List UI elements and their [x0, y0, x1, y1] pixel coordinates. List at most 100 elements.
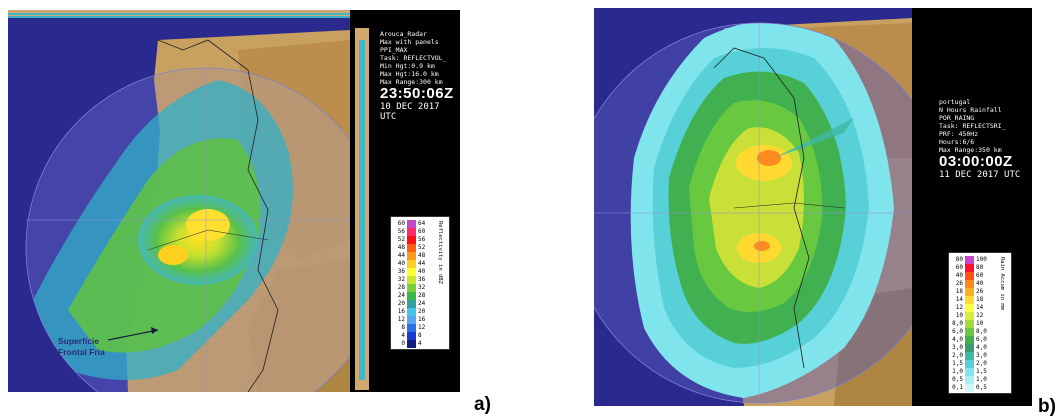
- legend-row: 40 60: [949, 272, 1011, 280]
- legend-row: 8,0 10: [949, 320, 1011, 328]
- info-box-b: portugal N Hours Rainfall POR_RAING Task…: [939, 98, 1031, 180]
- legend-swatch: [407, 220, 416, 228]
- info-box-a: Arouca_Radar Max with panels PPI_MAX Tas…: [380, 30, 460, 122]
- legend-swatch: [407, 284, 416, 292]
- legend-value-left: 0: [401, 340, 405, 347]
- legend-swatch: [965, 280, 974, 288]
- legend-row: 26 40: [949, 280, 1011, 288]
- radar-name: portugal: [939, 98, 971, 106]
- product-name: POR_RAING: [939, 114, 975, 122]
- legend-row: 80 100: [949, 256, 1011, 264]
- legend-swatch: [407, 308, 416, 316]
- legend-row: 16 20: [391, 308, 449, 316]
- legend-value-right: 8: [418, 332, 422, 339]
- legend-value-left: 2,0: [952, 352, 963, 359]
- legend-swatch: [407, 236, 416, 244]
- legend-value-left: 28: [397, 284, 405, 291]
- legend-swatch: [965, 352, 974, 360]
- legend-value-right: 64: [418, 220, 426, 227]
- radar-panel-b: portugal N Hours Rainfall POR_RAING Task…: [594, 8, 1032, 406]
- legend-value-left: 4: [401, 332, 405, 339]
- radar-panel-a: Arouca_Radar Max with panels PPI_MAX Tas…: [8, 10, 460, 392]
- legend-value-left: 32: [397, 276, 405, 283]
- task-name: Task: REFLECTVOL_: [380, 54, 447, 62]
- legend-value-left: 36: [397, 268, 405, 275]
- legend-value-left: 10: [955, 312, 963, 319]
- legend-row: 48 52: [391, 244, 449, 252]
- legend-row: 36 40: [391, 268, 449, 276]
- panel-label-b: b): [1038, 396, 1056, 417]
- legend-value-left: 8,0: [952, 320, 963, 327]
- legend-row: 60 64: [391, 220, 449, 228]
- prf: PRF: 450Hz: [939, 130, 979, 138]
- legend-value-right: 100: [976, 256, 987, 263]
- legend-row: 6,0 8,0: [949, 328, 1011, 336]
- legend-value-right: 12: [976, 312, 984, 319]
- legend-value-right: 26: [976, 288, 984, 295]
- legend-value-right: 1,0: [976, 376, 987, 383]
- annotation-line-2: Frontal Fria: [58, 347, 105, 357]
- legend-swatch: [965, 344, 974, 352]
- legend-swatch: [407, 244, 416, 252]
- legend-value-left: 6,0: [952, 328, 963, 335]
- legend-value-right: 36: [418, 276, 426, 283]
- legend-swatch: [965, 256, 974, 264]
- legend-value-left: 60: [397, 220, 405, 227]
- legend-value-left: 18: [955, 288, 963, 295]
- legend-value-left: 0,1: [952, 384, 963, 391]
- legend-value-right: 60: [418, 228, 426, 235]
- legend-swatch: [965, 328, 974, 336]
- legend-row: 8 12: [391, 324, 449, 332]
- legend-value-left: 0,5: [952, 376, 963, 383]
- legend-value-right: 48: [418, 252, 426, 259]
- legend-row: 40 44: [391, 260, 449, 268]
- legend-value-left: 20: [397, 300, 405, 307]
- legend-value-left: 8: [401, 324, 405, 331]
- legend-value-left: 12: [955, 304, 963, 311]
- legend-row: 0,5 1,0: [949, 376, 1011, 384]
- legend-row: 14 18: [949, 296, 1011, 304]
- legend-value-right: 3,0: [976, 352, 987, 359]
- legend-value-right: 80: [976, 264, 984, 271]
- legend-value-right: 32: [418, 284, 426, 291]
- legend-value-right: 2,0: [976, 360, 987, 367]
- task-name: Task: REFLECTSRI_: [939, 122, 1006, 130]
- legend-value-left: 80: [955, 256, 963, 263]
- legend-value-right: 40: [418, 268, 426, 275]
- legend-value-right: 24: [418, 300, 426, 307]
- legend-row: 0,1 0,5: [949, 384, 1011, 392]
- legend-swatch: [965, 304, 974, 312]
- legend-swatch: [407, 340, 416, 348]
- legend-value-right: 12: [418, 324, 426, 331]
- legend-row: 2,0 3,0: [949, 352, 1011, 360]
- legend-swatch: [407, 332, 416, 340]
- panel-label-a: a): [474, 394, 491, 415]
- legend-value-right: 14: [976, 304, 984, 311]
- legend-value-left: 1,0: [952, 368, 963, 375]
- legend-value-right: 20: [418, 308, 426, 315]
- legend-row: 4,0 6,0: [949, 336, 1011, 344]
- radar-name: Arouca_Radar: [380, 30, 427, 38]
- legend-swatch: [965, 264, 974, 272]
- legend-row: 12 16: [391, 316, 449, 324]
- legend-value-left: 24: [397, 292, 405, 299]
- legend-row: 20 24: [391, 300, 449, 308]
- legend-swatch: [407, 316, 416, 324]
- legend-swatch: [407, 228, 416, 236]
- legend-row: 24 28: [391, 292, 449, 300]
- legend-value-right: 44: [418, 260, 426, 267]
- legend-row: 56 60: [391, 228, 449, 236]
- legend-row: 18 26: [949, 288, 1011, 296]
- legend-swatch: [965, 296, 974, 304]
- max-height: Max Hgt:16.0 km: [380, 70, 439, 78]
- legend-value-right: 0,5: [976, 384, 987, 391]
- legend-value-left: 4,0: [952, 336, 963, 343]
- legend-row: 3,0 4,0: [949, 344, 1011, 352]
- legend-swatch: [965, 368, 974, 376]
- timestamp-time: 23:50:06Z: [380, 85, 454, 102]
- legend-row: 10 12: [949, 312, 1011, 320]
- legend-row: 1,5 2,0: [949, 360, 1011, 368]
- legend-value-right: 4,0: [976, 344, 987, 351]
- legend-swatch: [965, 360, 974, 368]
- legend-swatch: [407, 276, 416, 284]
